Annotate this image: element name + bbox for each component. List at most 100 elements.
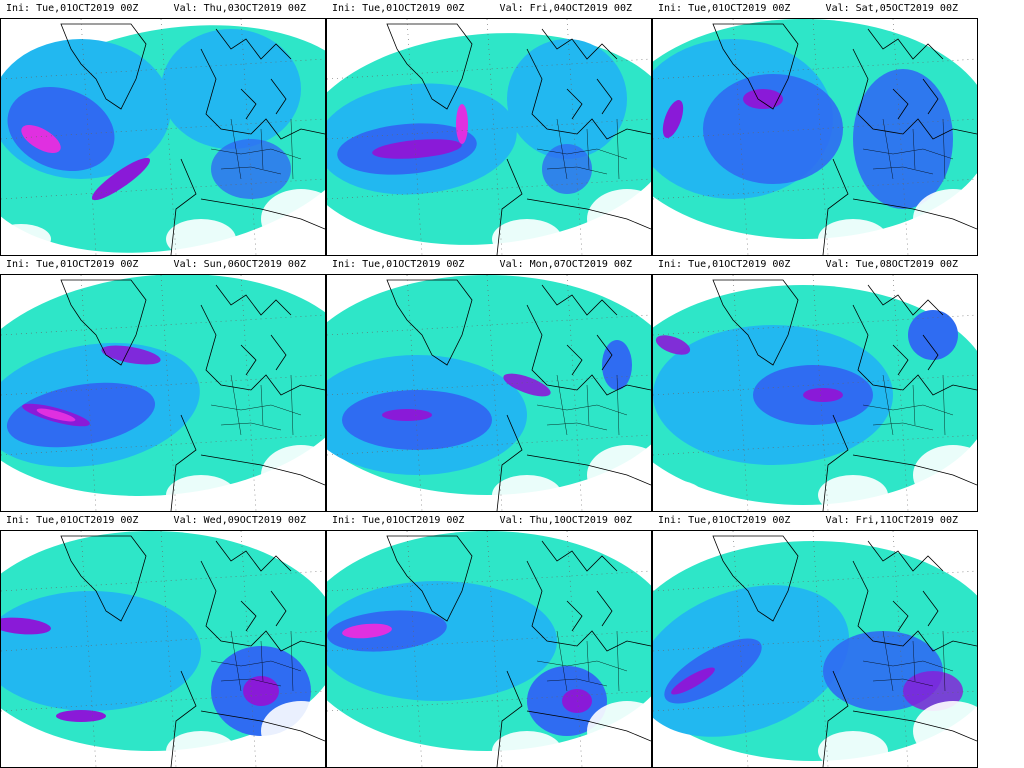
coastline [526,48,651,140]
precipitation-field [1,25,325,253]
dry-region [587,189,651,249]
dry-areas [1,445,325,511]
dry-region [261,189,325,249]
init-time-label: Ini: Tue,01OCT2019 00Z [6,3,139,14]
coastline [200,198,325,230]
field-contour [243,676,279,706]
coastline [386,535,473,622]
init-time-label: Ini: Tue,01OCT2019 00Z [658,259,791,270]
field-contour [743,89,783,109]
valid-time-label: Val: Fri,11OCT2019 00Z [825,515,958,526]
map-panel-5: Ini: Tue,01OCT2019 00Z Val: Mon,07OCT201… [326,256,652,512]
country-borders [210,630,302,692]
dry-areas [653,445,977,511]
dry-region [913,189,977,249]
field-contour [327,581,557,701]
field-contour [542,144,592,194]
dry-region [1,736,51,766]
lat-lon-grid [327,531,651,767]
lat-lon-grid [327,275,651,511]
coastline [526,198,651,230]
country-border [260,384,264,426]
country-border [546,166,608,175]
precipitation-field [327,531,651,751]
latitude-line [327,118,651,140]
panel-header: Ini: Tue,01OCT2019 00Z Val: Fri,04OCT201… [326,0,652,17]
field-contour [382,409,432,421]
dry-areas [327,701,651,767]
latitude-line [327,570,651,592]
country-border [942,118,946,180]
latitude-line [327,630,651,652]
country-border [546,678,608,687]
coastline [541,540,618,572]
country-border [260,640,264,682]
field-contour [903,671,963,711]
coastline [867,28,944,60]
latitude-line [1,374,325,396]
valid-time-label: Val: Tue,08OCT2019 00Z [825,259,958,270]
latitude-line [653,690,977,712]
field-contour [671,667,715,695]
field-contour [211,139,291,199]
country-border [260,128,264,170]
coastline [200,48,325,140]
coastline [60,279,147,366]
coastline [922,78,939,115]
country-border [290,374,294,436]
dry-region [492,219,562,255]
coastline [215,540,292,572]
coastline [200,454,325,486]
forecast-map [0,530,326,768]
country-border [556,118,568,180]
dry-region [327,736,377,766]
country-borders [862,630,954,692]
dry-areas [653,189,977,255]
panel-header: Ini: Tue,01OCT2019 00Z Val: Tue,08OCT201… [652,256,978,273]
init-time-label: Ini: Tue,01OCT2019 00Z [332,3,465,14]
country-border [586,384,590,426]
coastlines [386,23,651,255]
dry-region [913,701,977,761]
field-contour [456,104,468,144]
dry-region [653,224,703,254]
country-border [546,422,608,431]
lat-lon-grid [653,275,977,511]
field-contour [101,345,161,365]
dry-region [327,480,377,510]
field-contour [91,157,151,201]
coastline [541,28,618,60]
panel-header: Ini: Tue,01OCT2019 00Z Val: Fri,11OCT201… [652,512,978,529]
field-contour [503,373,551,397]
country-border [912,640,916,682]
country-border [556,630,568,692]
latitude-line [327,178,651,200]
init-time-label: Ini: Tue,01OCT2019 00Z [658,515,791,526]
init-time-label: Ini: Tue,01OCT2019 00Z [6,515,139,526]
field-contour [1,617,51,635]
coastline [712,535,799,622]
country-borders [536,118,628,180]
country-borders [862,118,954,180]
coastline [852,454,977,486]
forecast-map [0,18,326,256]
country-border [220,166,282,175]
field-contour [853,69,953,209]
latitude-line [327,314,651,336]
field-contour [908,310,958,360]
init-time-label: Ini: Tue,01OCT2019 00Z [658,3,791,14]
field-contour [602,340,632,390]
coastline [215,28,292,60]
coastline [60,23,147,110]
dry-region [587,445,651,505]
country-border [862,148,954,160]
valid-time-label: Val: Fri,04OCT2019 00Z [499,3,632,14]
dry-areas [1,701,325,767]
coastline [215,284,292,316]
valid-time-label: Val: Thu,10OCT2019 00Z [499,515,632,526]
country-border [536,660,628,672]
country-border [230,630,242,692]
coastlines [386,279,651,511]
coastline [867,284,944,316]
coastline [852,198,977,230]
